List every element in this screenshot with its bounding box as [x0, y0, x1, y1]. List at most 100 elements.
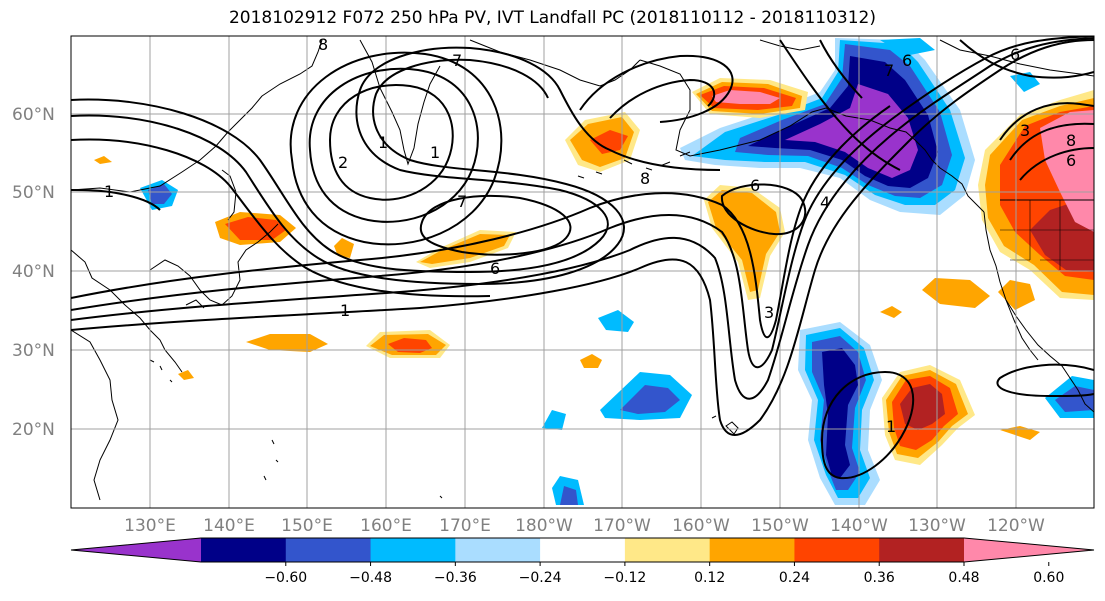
colorbar-tick-label: 0.24 — [779, 570, 810, 586]
colorbar-swatch — [455, 538, 541, 562]
colorbar-tick-label: 0.60 — [1033, 570, 1064, 586]
negative-anomaly-small-b — [542, 410, 566, 430]
pv-contour-top-2 — [609, 78, 716, 119]
colorbar-tick-label: −0.60 — [264, 570, 307, 586]
positive-anomaly-small-1 — [334, 238, 354, 258]
contour-label-7: 7 — [457, 192, 467, 211]
pv-contour-1 — [71, 39, 1094, 436]
pv-contour-5 — [71, 46, 721, 274]
colorbar-swatch — [370, 538, 456, 562]
page-title: 2018102912 F072 250 hPa PV, IVT Landfall… — [228, 8, 876, 28]
colorbar-tick-label: 0.48 — [948, 570, 979, 586]
colorbar-swatch — [794, 538, 880, 562]
pv-contour-subtrop-closed — [820, 370, 915, 480]
coastline-aleutians — [577, 151, 691, 179]
positive-anomaly-central-sub-4 — [900, 384, 945, 430]
colorbar-swatch — [285, 538, 372, 562]
lon-label-150w: 150°W — [751, 516, 809, 536]
contour-label-16: 3 — [1020, 121, 1030, 140]
contour-label-6: 1 — [104, 182, 114, 201]
contour-label-19: 8 — [1066, 131, 1076, 150]
pv-contour-top-4 — [819, 39, 863, 99]
contour-label-13: 6 — [1010, 45, 1020, 64]
contour-label-12: 7 — [884, 61, 894, 80]
colorbar-tick-label: −0.24 — [519, 570, 562, 586]
coastline-russia-fareast — [71, 39, 323, 193]
map-frame — [70, 35, 1095, 509]
pv-contour-6 — [71, 58, 625, 286]
positive-anomaly-japan-north-2 — [225, 217, 286, 240]
pv-contour-top-1 — [579, 54, 734, 123]
pv-contour-7 — [71, 138, 491, 298]
positive-anomaly-small-4 — [178, 370, 194, 380]
contour-label-5: 1 — [430, 143, 440, 162]
gridlines — [71, 36, 1094, 508]
contour-label-2: 7 — [452, 51, 462, 70]
positive-anomaly-us-coast — [922, 278, 990, 308]
lon-label-160w: 160°W — [672, 516, 730, 536]
colorbar: −0.60 −0.48 −0.36 −0.24 −0.12 0.12 0.24 0.36 0.4… — [70, 537, 1095, 586]
colorbar-swatch — [709, 538, 795, 562]
lat-label-20n: 20°N — [12, 420, 55, 440]
lon-label-140w: 140°W — [830, 516, 888, 536]
lon-label-180w: 180°W — [515, 516, 573, 536]
positive-anomaly-small-2 — [880, 306, 902, 318]
pv-contours — [71, 36, 1094, 480]
positive-anomaly-small-5 — [94, 156, 112, 164]
colorbar-swatch — [201, 538, 287, 562]
negative-anomaly-small-a — [598, 310, 634, 332]
coastline-hawaii — [711, 415, 739, 435]
contour-label-11: 8 — [640, 169, 650, 188]
contour-label-4: 1 — [378, 133, 388, 152]
colorbar-swatch — [540, 538, 626, 562]
pv-contour-3 — [71, 36, 1094, 369]
coastline-baja — [1005, 299, 1039, 361]
map-content: 8 7 2 1 1 1 7 6 1 6 8 7 6 4 3 3 6 6 8 1 — [71, 36, 1094, 508]
colorbar-tick-label: −0.12 — [603, 570, 646, 586]
lon-label-130e: 130°E — [124, 516, 176, 536]
contour-label-20: 1 — [886, 417, 896, 436]
negative-anomaly-mexico-2 — [1055, 386, 1094, 412]
pv-contour-2 — [71, 37, 1094, 400]
lat-label-50n: 50°N — [12, 183, 55, 203]
positive-anomaly-west-na-5 — [1040, 110, 1094, 232]
positive-anomaly-bering-w-3 — [590, 130, 628, 154]
contour-label-17: 6 — [1066, 151, 1076, 170]
lat-axis: 60°N 50°N 40°N 30°N 20°N — [12, 105, 55, 440]
negative-anomaly-subtropics-4 — [822, 348, 858, 478]
pv-contour-4 — [71, 105, 891, 339]
negative-anomaly-gulf-alaska-5 — [785, 84, 918, 178]
pv-contour-low-3 — [289, 51, 503, 246]
colorbar-outline — [70, 537, 1095, 563]
contour-label-8: 6 — [490, 259, 500, 278]
coastline-asia — [71, 249, 183, 501]
colorbar-swatch — [624, 538, 711, 562]
contour-label-18: 6 — [902, 51, 912, 70]
contour-label-9: 1 — [340, 301, 350, 320]
lon-label-170w: 170°W — [593, 516, 651, 536]
lat-label-30n: 30°N — [12, 341, 55, 361]
colorbar-tick-label: −0.36 — [434, 570, 477, 586]
pv-contour-top-5 — [959, 39, 1094, 79]
colorbar-tick-label: −0.48 — [349, 570, 392, 586]
negative-anomaly-top — [880, 38, 935, 56]
positive-anomaly-30n-a-3 — [388, 338, 432, 353]
pv-contour-150w-closed — [720, 183, 807, 236]
colorbar-extend-max — [964, 538, 1094, 562]
negative-anomaly-small-d — [560, 486, 578, 505]
lon-label-120w: 120°W — [987, 516, 1045, 536]
lon-label-160e: 160°E — [360, 516, 412, 536]
pv-contour-mexico — [996, 363, 1094, 398]
lat-label-60n: 60°N — [12, 105, 55, 125]
colorbar-swatch — [879, 538, 965, 562]
pv-contour-low-2 — [308, 67, 479, 223]
negative-anomaly-kamchatka-2 — [148, 184, 172, 204]
coastline-us-states — [1000, 200, 1094, 270]
coastline-alaska — [639, 59, 985, 213]
colorbar-extend-min — [71, 538, 201, 562]
pv-contour-top-3 — [779, 39, 901, 171]
negative-anomaly-central-pacific-2 — [620, 385, 680, 414]
coastline-korea-japan — [149, 223, 279, 309]
lon-label-170e: 170°E — [439, 516, 491, 536]
contour-label-14: 4 — [820, 193, 830, 212]
